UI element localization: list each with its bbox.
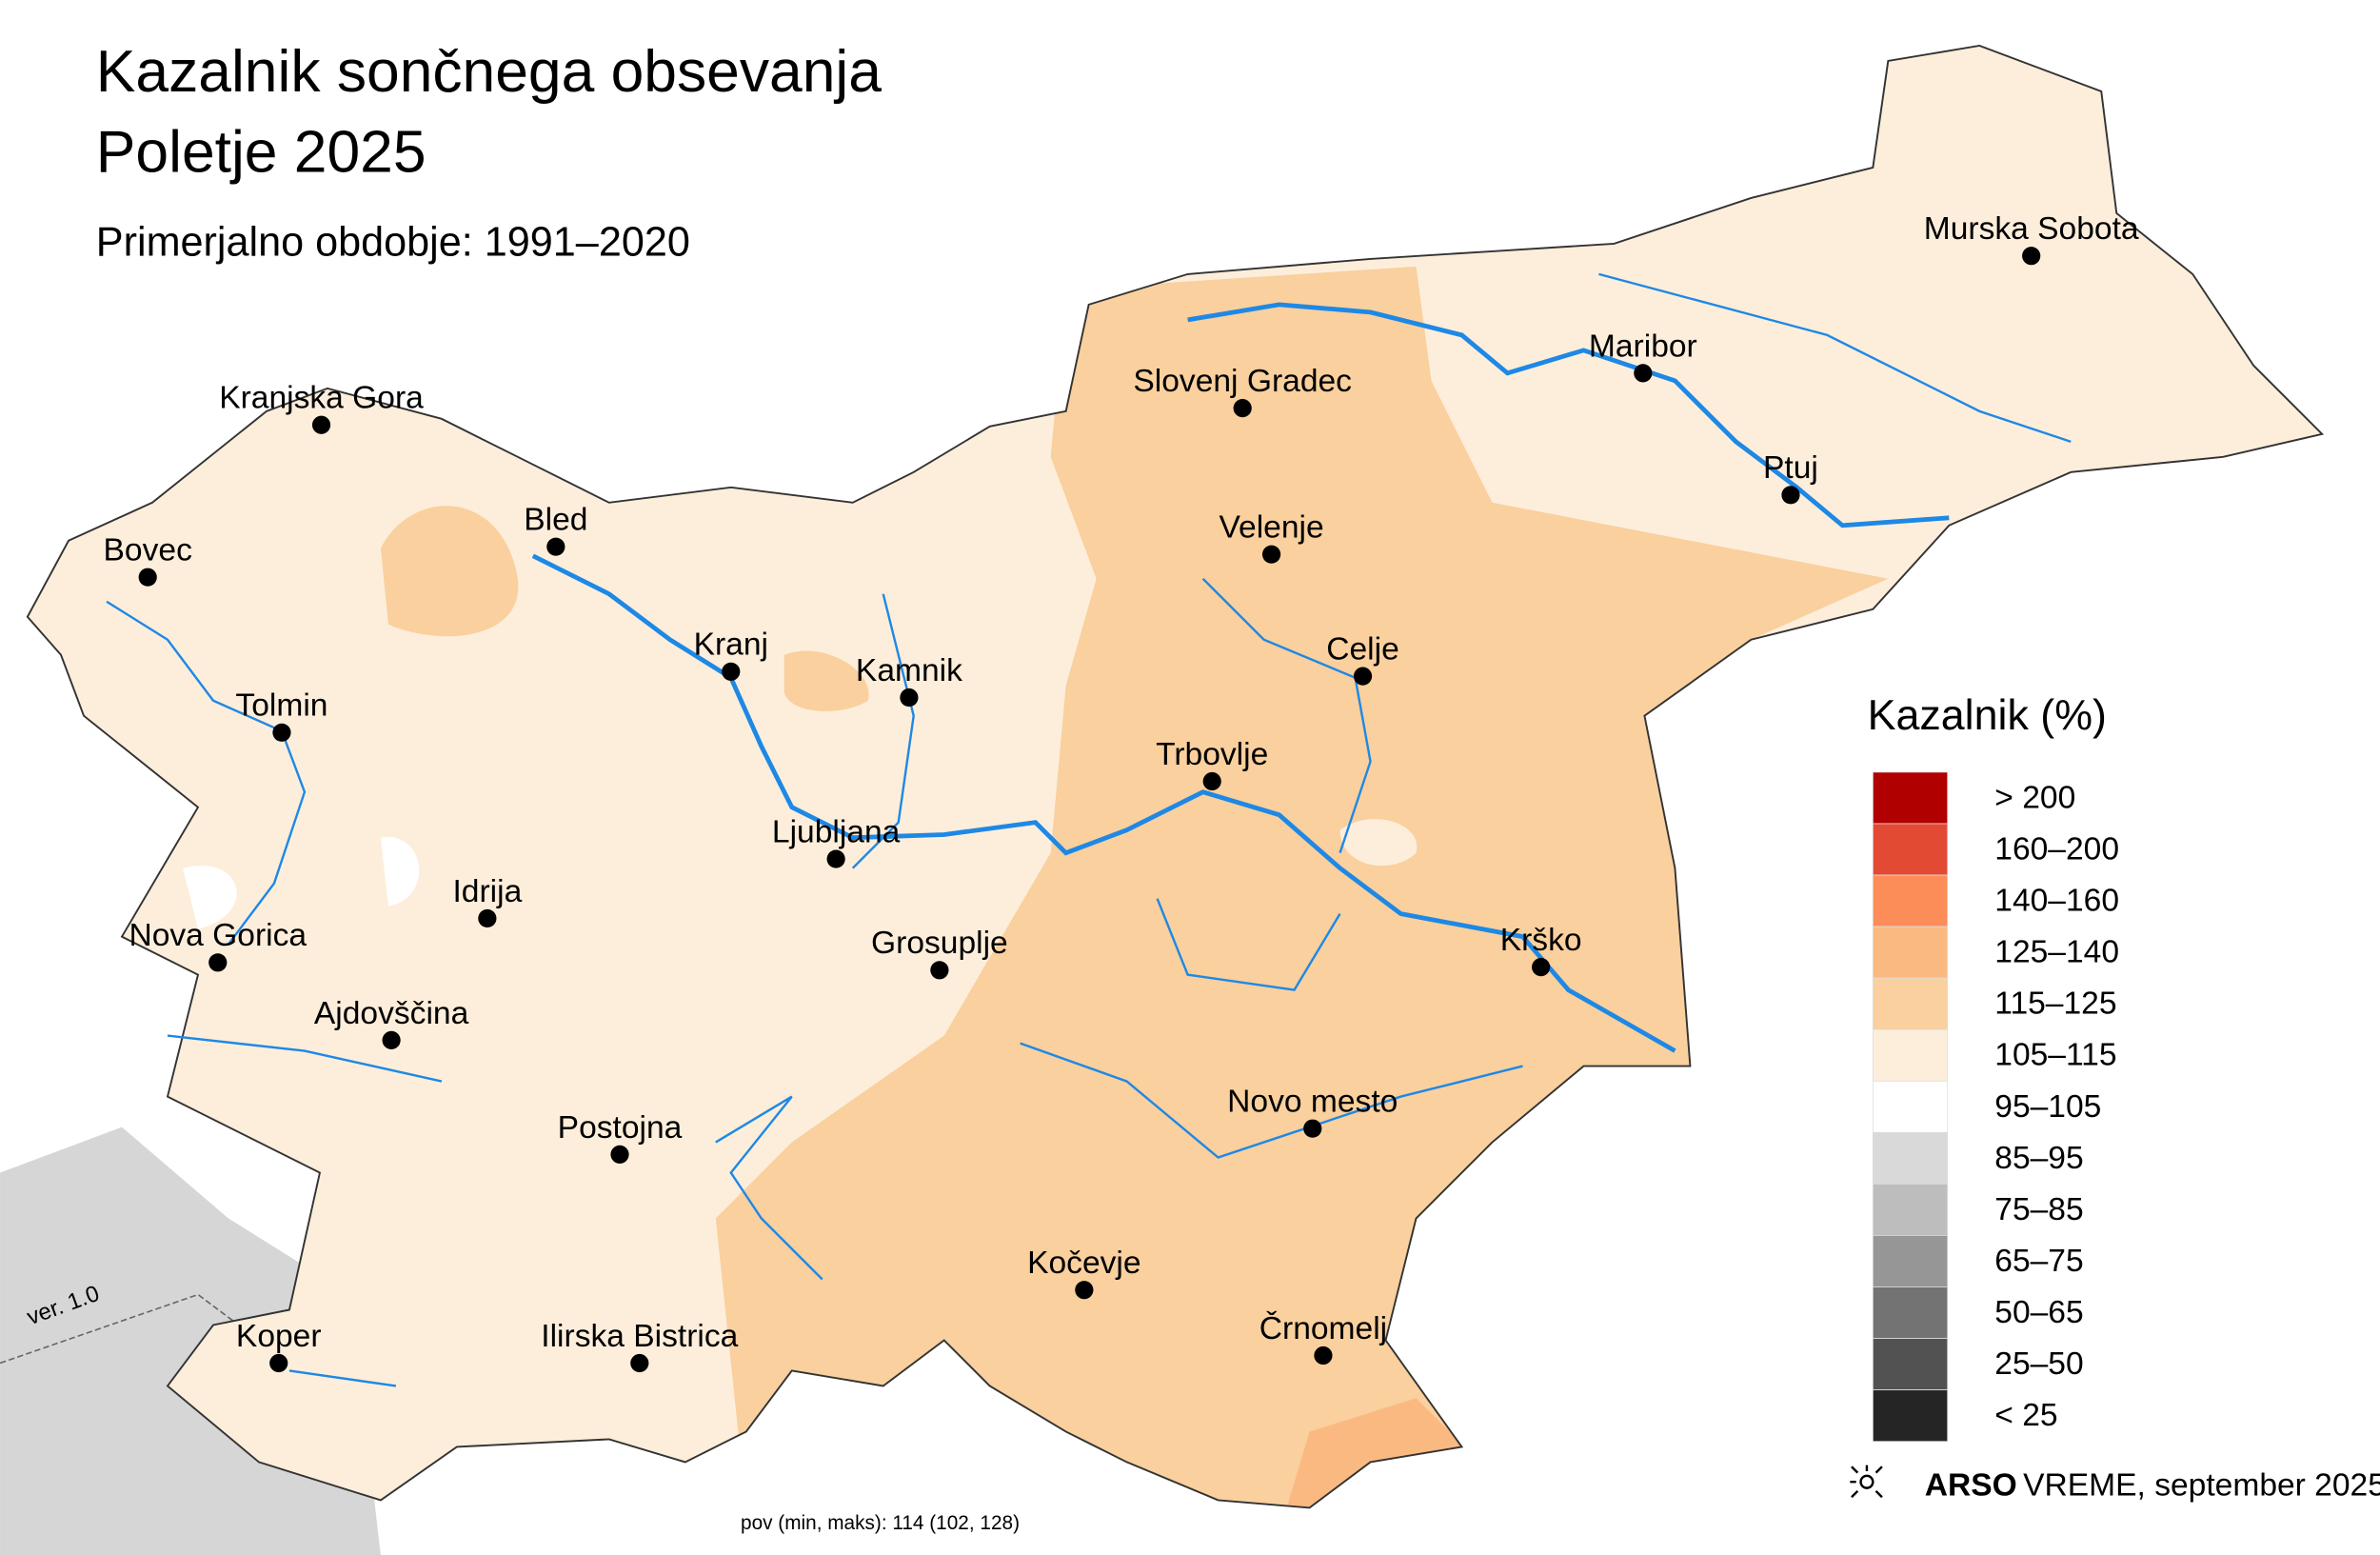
- legend-swatch: [1872, 874, 1949, 927]
- region-105-115: [1339, 819, 1418, 867]
- city-dot: [1303, 1119, 1322, 1138]
- city-label: Tolmin: [235, 688, 327, 724]
- city-dot: [930, 961, 949, 980]
- title: Kazalnik sončnega obsevanja: [96, 39, 882, 105]
- city-dot: [382, 1030, 401, 1049]
- city-label: Trbovlje: [1156, 737, 1268, 772]
- legend-label: 75–85: [1994, 1192, 2083, 1227]
- legend-label: 95–105: [1994, 1089, 2101, 1125]
- legend-swatch: [1872, 1338, 1949, 1391]
- city-dot: [478, 908, 497, 928]
- city-dot: [610, 1145, 629, 1164]
- city-label: Nova Gorica: [129, 918, 307, 953]
- city-label: Kočevje: [1027, 1246, 1140, 1281]
- legend-label: 140–160: [1994, 884, 2119, 919]
- stats: pov (min, maks): 114 (102, 128): [741, 1512, 1020, 1534]
- legend-title: Kazalnik (%): [1868, 691, 2107, 739]
- city-dot: [546, 537, 565, 556]
- city-dot: [1314, 1346, 1333, 1366]
- rivers: [106, 272, 2072, 1387]
- legend-swatch: [1872, 1080, 1949, 1133]
- footer: ARSO VREME, september 2025: [1850, 1465, 2380, 1504]
- legend-label: > 200: [1994, 780, 2075, 815]
- legend-label: < 25: [1994, 1398, 2057, 1433]
- legend-swatch: [1872, 1235, 1949, 1287]
- city-dot: [1353, 667, 1373, 686]
- city-label: Slovenj Gradec: [1133, 364, 1352, 399]
- city-dot: [722, 662, 741, 681]
- city-label: Maribor: [1589, 329, 1697, 364]
- city-label: Koper: [236, 1319, 322, 1354]
- region-115-125: [783, 650, 869, 711]
- legend-label: 65–75: [1994, 1244, 2083, 1279]
- city-dot: [272, 723, 291, 742]
- subtitle: Primerjalno obdobje: 1991–2020: [96, 220, 690, 266]
- city-dot: [1075, 1281, 1094, 1300]
- city-dot: [269, 1353, 288, 1373]
- region-125-140: [1286, 1398, 1465, 1508]
- legend-swatch: [1872, 1183, 1949, 1236]
- city-dot: [311, 415, 331, 434]
- legend-label: 105–115: [1994, 1038, 2116, 1073]
- title: Poletje 2025: [96, 120, 426, 186]
- city-label: Idrija: [452, 874, 522, 909]
- legend-swatch: [1872, 823, 1949, 876]
- legend-swatch: [1872, 977, 1949, 1030]
- legend-swatch: [1872, 1028, 1949, 1082]
- city-dot: [1202, 771, 1221, 791]
- logo-icon: [1850, 1465, 1883, 1499]
- city-label: Črnomelj: [1259, 1310, 1387, 1346]
- city-dot: [1233, 399, 1252, 418]
- legend-label: 125–140: [1994, 935, 2119, 970]
- city-label: Ilirska Bistrica: [541, 1319, 738, 1354]
- city-dot: [1261, 545, 1281, 564]
- cities: Murska Sobota Maribor Slovenj Gradec Ptuj Kr…: [104, 211, 2139, 1373]
- city-label: Velenje: [1219, 510, 1323, 546]
- legend-label: 50–65: [1994, 1295, 2083, 1330]
- city-dot: [1634, 364, 1653, 383]
- city-label: Bovec: [104, 533, 192, 568]
- legend-label: 25–50: [1994, 1346, 2083, 1382]
- city-dot: [208, 953, 228, 972]
- legend-label: 85–95: [1994, 1141, 2083, 1176]
- city-dot: [826, 849, 845, 868]
- legend-label: 160–200: [1994, 831, 2119, 867]
- footer-product: VREME: [2023, 1468, 2136, 1504]
- city-dot: [1532, 958, 1551, 977]
- city-label: Ajdovščina: [314, 996, 469, 1031]
- city-dot: [2022, 247, 2041, 266]
- city-dot: [1781, 486, 1800, 505]
- legend-swatch: [1872, 1131, 1949, 1185]
- city-dot: [630, 1353, 649, 1373]
- footer-text: ARSO VREME, september 2025: [1925, 1468, 2380, 1504]
- legend-swatch: [1872, 771, 1949, 825]
- legend-swatch: [1872, 1389, 1949, 1443]
- city-label: Krško: [1500, 923, 1582, 958]
- region-95-105: [182, 837, 420, 929]
- region-115-125: [380, 506, 519, 637]
- city-dot: [138, 568, 157, 587]
- city-label: Kranjska Gora: [219, 381, 424, 416]
- region-115-125: [715, 266, 1889, 1508]
- legend-swatch: [1872, 1286, 1949, 1339]
- city-label: Kamnik: [856, 653, 962, 688]
- legend: > 200 160–200 140–160 125–140 115–125 105–115…: [1872, 771, 2119, 1443]
- footer-date: , september 2025: [2137, 1468, 2380, 1504]
- footer-brand: ARSO: [1925, 1468, 2017, 1504]
- city-label: Grosuplje: [871, 926, 1008, 961]
- city-label: Ptuj: [1763, 450, 1818, 486]
- city-label: Ljubljana: [772, 814, 901, 849]
- legend-swatch: [1872, 926, 1949, 979]
- city-label: Murska Sobota: [1924, 211, 2139, 247]
- city-label: Celje: [1326, 632, 1399, 668]
- city-dot: [900, 688, 919, 708]
- city-label: Novo mesto: [1227, 1085, 1398, 1120]
- city-label: Bled: [524, 503, 587, 538]
- legend-label: 115–125: [1994, 987, 2116, 1022]
- city-label: Postojna: [558, 1110, 683, 1146]
- city-label: Kranj: [694, 628, 768, 663]
